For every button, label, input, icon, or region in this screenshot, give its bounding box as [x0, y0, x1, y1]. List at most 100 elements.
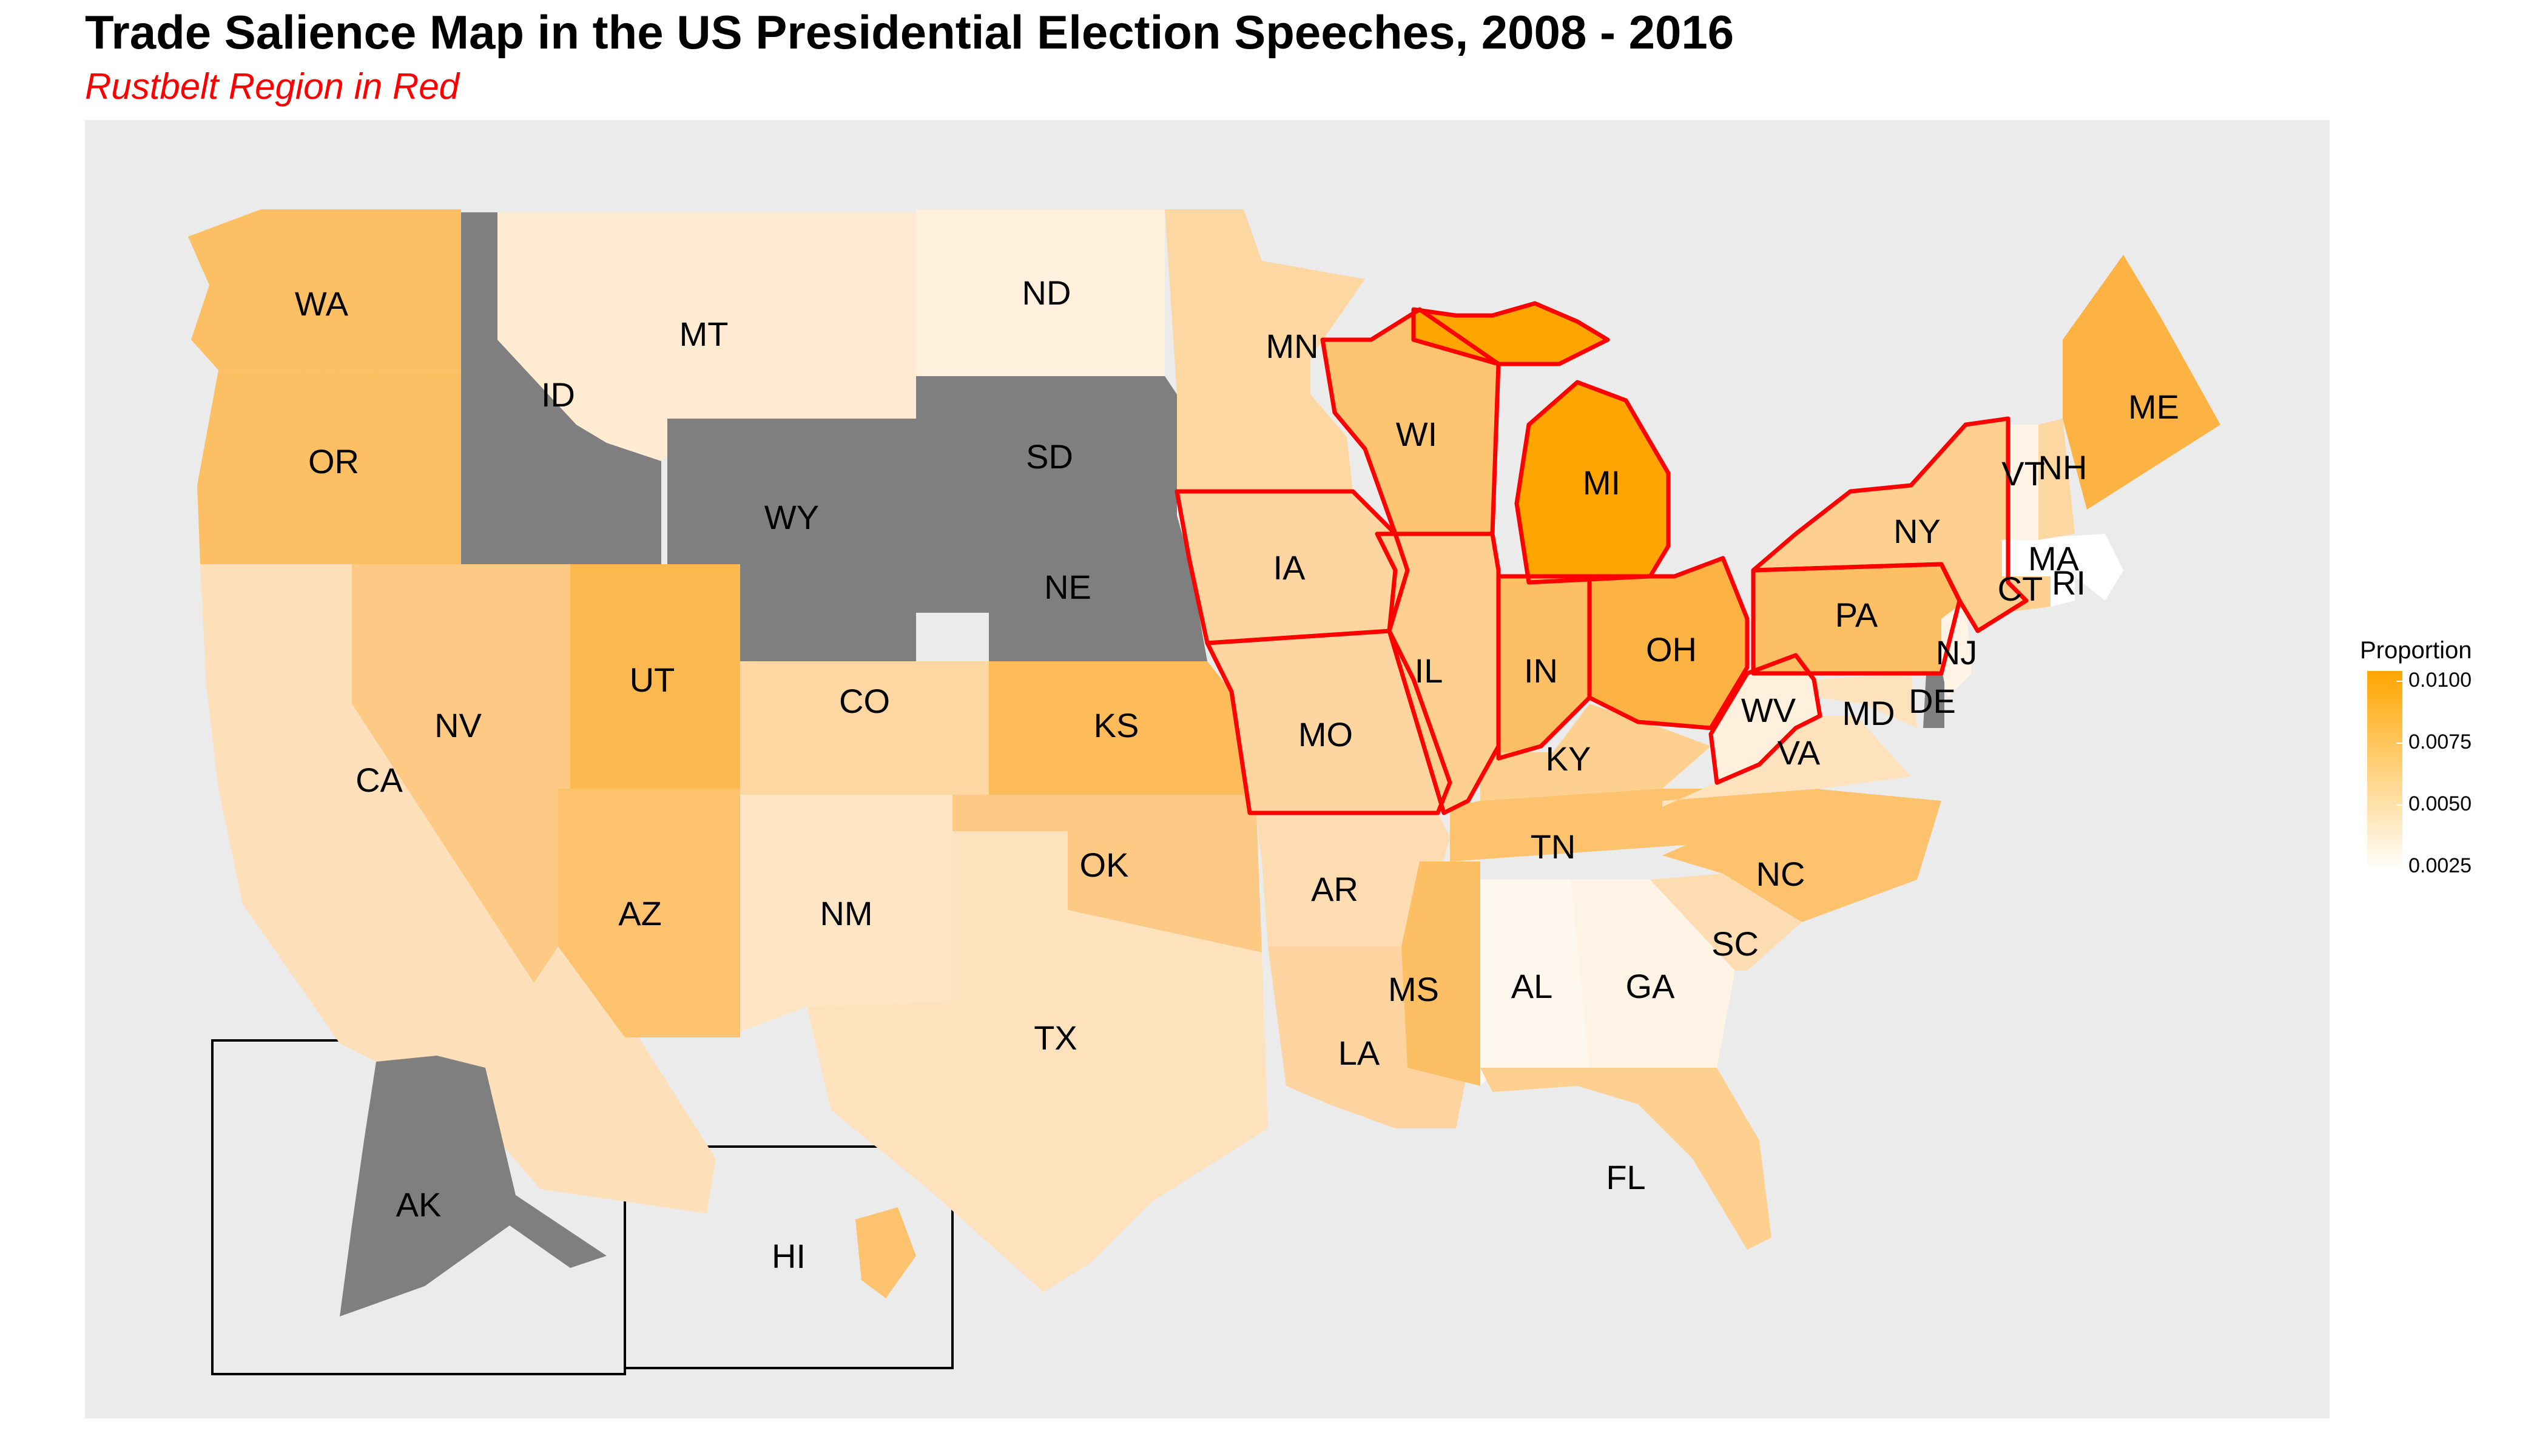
- state-label-co: CO: [839, 682, 890, 720]
- legend-tick-mark: [2396, 866, 2402, 868]
- state-label-ky: KY: [1546, 740, 1591, 778]
- state-label-ms: MS: [1388, 970, 1439, 1008]
- state-ny[interactable]: [1753, 419, 2026, 631]
- state-mi[interactable]: [1517, 382, 1668, 582]
- state-label-ga: GA: [1626, 967, 1676, 1005]
- state-nd[interactable]: [916, 209, 1165, 376]
- legend-tick-label: 0.0075: [2408, 730, 2472, 753]
- state-label-nc: NC: [1756, 855, 1805, 893]
- state-label-al: AL: [1511, 967, 1553, 1005]
- state-tx[interactable]: [807, 831, 1268, 1292]
- state-label-mt: MT: [679, 315, 729, 353]
- state-label-pa: PA: [1835, 596, 1878, 634]
- state-label-ny: NY: [1893, 512, 1941, 550]
- state-ia[interactable]: [1177, 491, 1407, 643]
- state-nv[interactable]: [352, 564, 570, 983]
- state-id[interactable]: [461, 212, 661, 564]
- state-label-va: VA: [1778, 733, 1821, 772]
- state-label-nj: NJ: [1936, 633, 1977, 672]
- legend-tick-mark: [2396, 743, 2402, 744]
- state-ks[interactable]: [989, 661, 1250, 795]
- state-al[interactable]: [1480, 880, 1589, 1086]
- state-la[interactable]: [1268, 946, 1468, 1128]
- rustbelt-outline-wv: [1708, 653, 1822, 785]
- legend-tick-mark: [2396, 681, 2402, 682]
- state-label-il: IL: [1415, 652, 1443, 690]
- state-wv[interactable]: [1711, 655, 1820, 783]
- state-label-ut: UT: [630, 661, 675, 699]
- state-wa[interactable]: [188, 209, 461, 373]
- state-tn[interactable]: [1450, 789, 1820, 861]
- state-ky[interactable]: [1480, 704, 1711, 801]
- state-label-ok: OK: [1080, 846, 1129, 884]
- state-nm[interactable]: [740, 795, 952, 1031]
- state-label-me: ME: [2128, 388, 2179, 426]
- state-co[interactable]: [740, 661, 989, 795]
- legend-tick-label: 0.0025: [2408, 854, 2472, 877]
- state-label-tn: TN: [1531, 827, 1576, 866]
- state-va[interactable]: [1662, 716, 1911, 807]
- state-me[interactable]: [2063, 255, 2220, 510]
- state-label-ri: RI: [2052, 564, 2086, 602]
- state-label-ia: IA: [1273, 548, 1306, 587]
- state-nj[interactable]: [1941, 601, 1972, 698]
- rustbelt-outline-oh: [1587, 556, 1750, 730]
- state-ca[interactable]: [200, 564, 716, 1213]
- state-hi[interactable]: [855, 1207, 916, 1298]
- state-mt[interactable]: [497, 212, 916, 461]
- state-label-id: ID: [541, 376, 575, 414]
- state-ar[interactable]: [1256, 813, 1450, 946]
- state-ga[interactable]: [1571, 880, 1735, 1068]
- chart-subtitle: Rustbelt Region in Red: [85, 66, 460, 107]
- legend: Proportion 0.0100 0.0075 0.0050 0.0025: [2360, 637, 2542, 892]
- state-ak[interactable]: [340, 1056, 607, 1316]
- state-ri[interactable]: [2051, 576, 2075, 607]
- state-label-nv: NV: [434, 706, 482, 744]
- hawaii-inset-frame: [624, 1145, 954, 1369]
- state-nh[interactable]: [2038, 419, 2075, 540]
- state-ms[interactable]: [1401, 861, 1480, 1086]
- state-nc[interactable]: [1662, 789, 1941, 922]
- state-mo[interactable]: [1207, 631, 1450, 813]
- state-de[interactable]: [1923, 673, 1944, 728]
- rustbelt-outline-il: [1375, 531, 1501, 815]
- state-ne[interactable]: [916, 419, 1207, 661]
- state-il[interactable]: [1377, 534, 1498, 813]
- rustbelt-outline-ia: [1175, 489, 1410, 645]
- state-label-ne: NE: [1044, 568, 1091, 606]
- rustbelt-outline-mi: [1514, 380, 1671, 585]
- state-md[interactable]: [1814, 673, 1917, 728]
- state-az[interactable]: [558, 789, 740, 1037]
- state-label-in: IN: [1524, 652, 1558, 690]
- state-wi[interactable]: [1323, 309, 1498, 534]
- state-label-de: DE: [1909, 682, 1956, 720]
- state-label-nd: ND: [1022, 274, 1071, 312]
- state-label-hi: HI: [772, 1237, 806, 1275]
- state-in[interactable]: [1498, 576, 1589, 758]
- state-or[interactable]: [197, 370, 461, 564]
- state-label-wv: WV: [1741, 691, 1796, 729]
- state-label-oh: OH: [1646, 630, 1697, 669]
- state-oh[interactable]: [1589, 558, 1747, 728]
- state-mn[interactable]: [1165, 209, 1365, 491]
- state-label-nm: NM: [820, 894, 872, 932]
- state-pa[interactable]: [1753, 564, 1960, 673]
- state-mi-upper-peninsula[interactable]: [1414, 303, 1608, 364]
- legend-title: Proportion: [2360, 637, 2472, 664]
- state-ct[interactable]: [2002, 576, 2051, 613]
- state-ma[interactable]: [2002, 534, 2123, 601]
- state-label-vt: VT: [2001, 454, 2045, 493]
- state-label-mn: MN: [1266, 327, 1318, 365]
- state-fl[interactable]: [1480, 1068, 1771, 1250]
- chart-title: Trade Salience Map in the US Presidentia…: [85, 5, 1734, 59]
- state-label-la: LA: [1338, 1034, 1380, 1072]
- state-vt[interactable]: [2008, 425, 2038, 540]
- state-label-ca: CA: [356, 761, 403, 799]
- state-sc[interactable]: [1650, 874, 1802, 971]
- state-label-az: AZ: [618, 894, 662, 932]
- state-label-ct: CT: [1998, 570, 2043, 608]
- state-label-ks: KS: [1094, 706, 1139, 744]
- state-ok[interactable]: [952, 795, 1262, 952]
- state-label-ar: AR: [1311, 870, 1358, 908]
